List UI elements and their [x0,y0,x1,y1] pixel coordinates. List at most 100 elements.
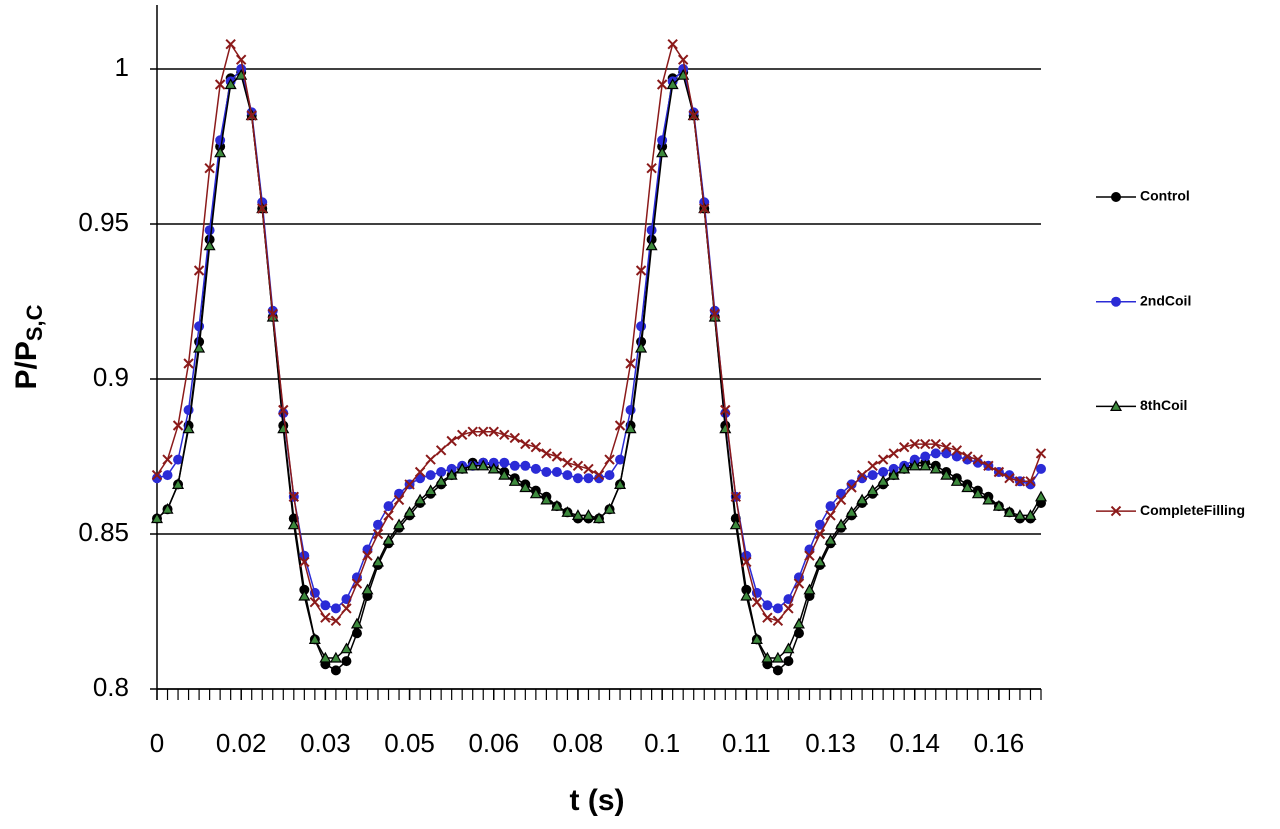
y-tick-label: 0.8 [93,672,129,702]
marker-shape [771,651,784,663]
marker [825,510,836,521]
marker-shape [583,463,594,475]
marker [583,473,594,484]
marker-shape [551,467,562,477]
y-tick-label: 0.9 [93,362,129,392]
marker-shape [908,459,921,471]
marker-shape [340,642,353,654]
marker [982,493,995,505]
marker [677,54,689,65]
marker-shape [383,501,394,512]
marker [635,265,647,276]
marker-shape [520,460,531,471]
marker [509,460,520,471]
marker-shape [498,468,511,480]
marker [604,454,615,465]
marker-shape [382,533,395,545]
marker [930,448,941,459]
marker [888,448,899,459]
marker-shape [424,484,437,496]
marker-shape [183,358,194,369]
marker-shape [330,615,342,627]
marker-shape [551,451,563,462]
marker-shape [288,491,300,503]
marker [571,509,584,520]
marker [961,481,974,493]
marker-shape [814,528,826,540]
marker [320,600,331,611]
marker [971,487,984,499]
marker-shape [562,457,573,468]
marker-shape [561,506,574,517]
marker [498,468,511,480]
marker [551,451,563,462]
marker-shape [656,79,668,90]
marker-shape [508,475,521,486]
marker-shape [750,633,763,644]
y-tick-label: 1 [115,52,129,82]
marker-shape [867,460,878,472]
marker-shape [225,38,236,50]
marker-shape [320,612,331,623]
marker [1111,192,1121,202]
marker [466,459,479,471]
marker-shape [930,448,941,459]
marker [762,612,773,623]
marker [824,533,837,545]
legend-label: 2ndCoil [1140,292,1191,308]
marker [467,426,478,437]
marker-shape [308,633,321,644]
marker [446,435,457,447]
marker-shape [383,510,394,521]
marker-shape [604,470,615,481]
marker-shape [414,466,426,478]
marker [730,491,742,503]
marker-shape [635,341,648,353]
marker [361,583,374,595]
marker-shape [604,454,615,465]
marker [950,475,963,486]
marker-shape [593,469,605,481]
marker [351,578,363,589]
marker-shape [350,617,363,629]
marker-shape [813,555,827,567]
marker-shape [1111,192,1121,202]
marker [1109,400,1123,411]
marker [699,203,710,214]
marker-shape [614,420,626,431]
x-tick-label: 0 [150,728,164,758]
marker-shape [172,420,184,431]
marker-shape [898,441,910,453]
marker [404,479,415,490]
marker [445,468,458,480]
marker [278,404,289,416]
marker [656,79,668,90]
marker-shape [414,493,427,505]
marker [477,459,490,471]
x-tick-label: 0.06 [468,728,519,758]
marker-shape [393,518,406,530]
marker [562,457,573,468]
marker [403,506,416,517]
marker [604,470,615,481]
marker [962,451,973,462]
marker [488,426,499,437]
legend-label: CompleteFilling [1140,502,1245,518]
marker-shape [792,617,805,629]
marker-shape [762,612,773,623]
marker-shape [267,308,278,320]
marker-shape [877,475,890,486]
marker-shape [909,438,920,450]
marker [561,506,574,517]
marker-shape [824,533,837,545]
marker-shape [172,478,185,489]
marker [867,460,878,472]
marker-shape [699,203,710,214]
marker-shape [499,429,510,441]
marker-shape [530,463,541,474]
marker-shape [1036,463,1046,474]
marker [1003,506,1016,517]
marker [435,475,448,486]
marker-shape [499,457,510,468]
marker [614,420,626,431]
